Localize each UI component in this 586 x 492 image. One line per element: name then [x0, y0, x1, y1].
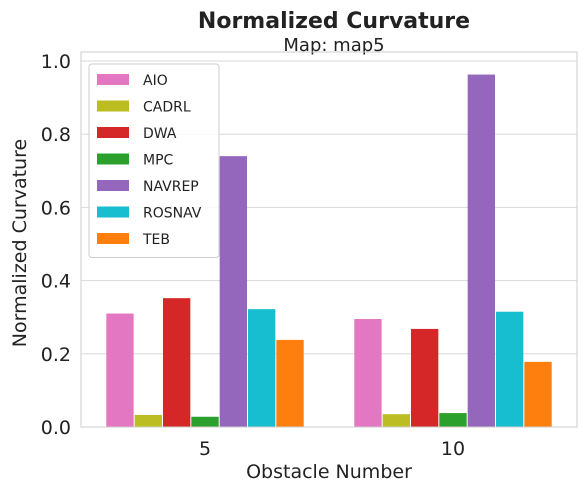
- bar-mpc-5: [191, 417, 218, 427]
- y-tick-label: 0.2: [41, 344, 71, 366]
- bar-dwa-5: [163, 298, 190, 427]
- bar-teb-5: [276, 340, 303, 427]
- bar-dwa-10: [411, 329, 438, 427]
- bar-mpc-10: [439, 413, 466, 427]
- x-tick-label: 10: [441, 438, 465, 460]
- y-axis-ticks: 0.0 0.2 0.4 0.6 0.8 1.0: [41, 51, 71, 439]
- legend-label-dwa: DWA: [143, 126, 177, 142]
- y-axis-label: Normalized Curvature: [9, 139, 31, 347]
- legend-label-teb: TEB: [142, 232, 170, 248]
- chart-subtitle: Map: map5: [283, 35, 384, 56]
- legend-swatch-rosnav: [97, 207, 129, 218]
- y-tick-label: 0.6: [41, 197, 71, 219]
- bar-navrep-10: [468, 75, 495, 427]
- bar-cadrl-5: [135, 415, 162, 427]
- legend-label-aio: AIO: [143, 73, 168, 89]
- legend-swatch-dwa: [97, 127, 129, 138]
- bar-navrep-5: [220, 156, 247, 427]
- x-axis-ticks: 5 10: [199, 438, 465, 460]
- bar-teb-10: [524, 362, 551, 427]
- y-tick-label: 0.8: [41, 124, 71, 146]
- x-axis-label: Obstacle Number: [246, 461, 412, 483]
- chart-title: Normalized Curvature: [198, 9, 470, 34]
- legend-swatch-mpc: [97, 154, 129, 165]
- y-tick-label: 0.4: [41, 271, 71, 293]
- y-tick-label: 1.0: [41, 51, 71, 73]
- bar-rosnav-10: [496, 312, 523, 427]
- bar-cadrl-10: [383, 414, 410, 427]
- legend-label-navrep: NAVREP: [143, 179, 199, 195]
- legend-swatch-cadrl: [97, 101, 129, 112]
- legend-swatch-navrep: [97, 180, 129, 191]
- x-tick-label: 5: [199, 438, 211, 460]
- y-tick-label: 0.0: [41, 417, 71, 439]
- legend-swatch-aio: [97, 74, 129, 85]
- legend-label-rosnav: ROSNAV: [143, 206, 202, 222]
- bar-aio-10: [354, 319, 381, 427]
- bar-aio-5: [106, 314, 133, 427]
- legend-label-cadrl: CADRL: [143, 100, 191, 116]
- legend-swatch-teb: [97, 233, 129, 244]
- bar-rosnav-5: [248, 309, 275, 427]
- legend-label-mpc: MPC: [143, 153, 174, 169]
- legend: AIO CADRL DWA MPC NAVREP ROSNAV TEB: [89, 64, 219, 258]
